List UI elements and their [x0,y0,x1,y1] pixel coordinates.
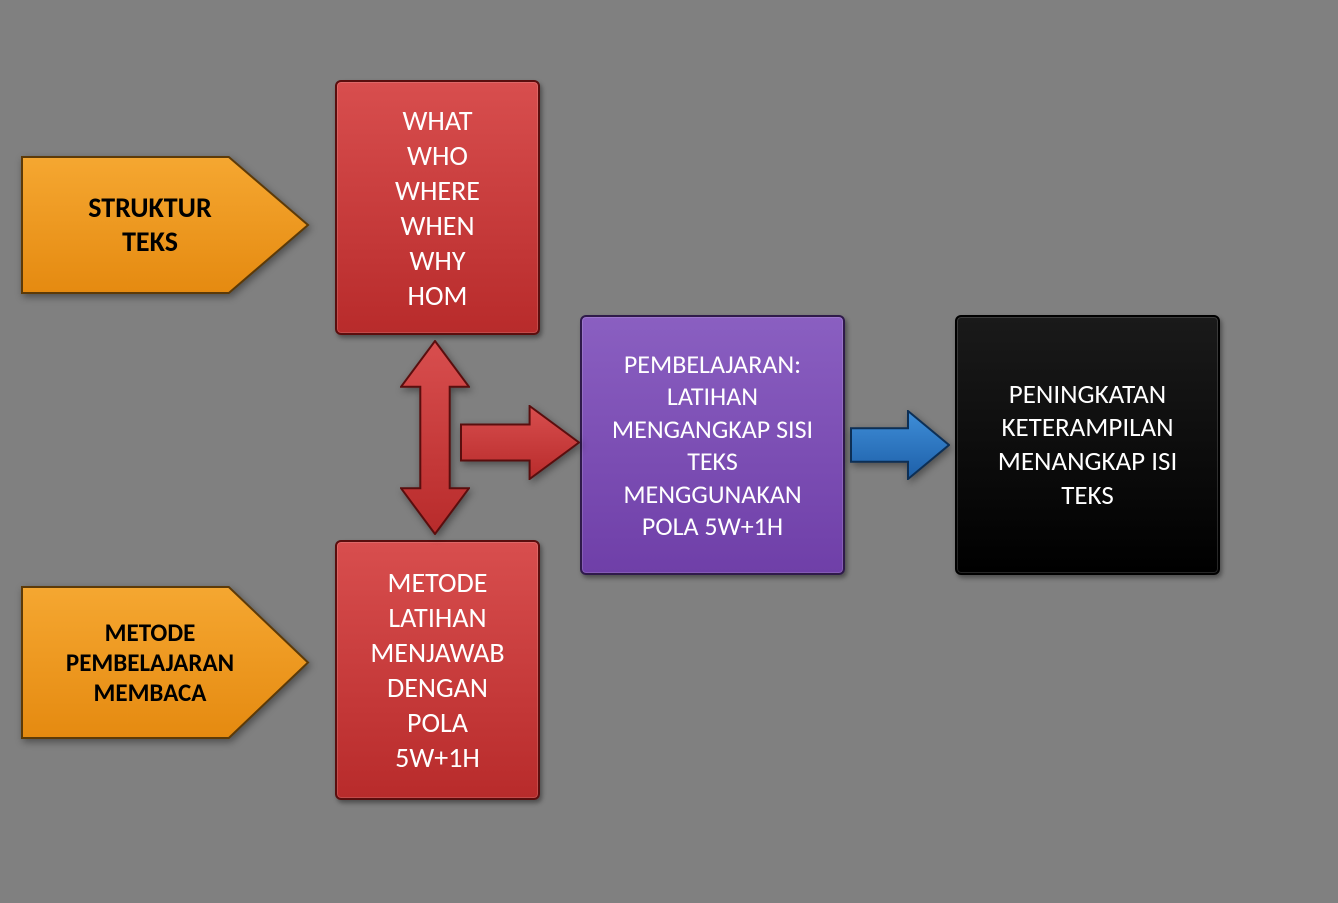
box-5w1h-list: WHAT WHO WHERE WHEN WHY HOM [335,80,540,335]
pentagon-struktur-teks: STRUKTUR TEKS [20,155,310,295]
box-pembelajaran: PEMBELAJARAN: LATIHAN MENGANGKAP SISI TE… [580,315,845,575]
box-peningkatan: PENINGKATAN KETERAMPILAN MENANGKAP ISI T… [955,315,1220,575]
box-5w1h-text: WHAT WHO WHERE WHEN WHY HOM [395,103,480,313]
arrow-right-blue-icon [850,410,950,480]
pentagon-metode-pembelajaran: METODE PEMBELAJARAN MEMBACA [20,585,310,740]
pentagon-label: STRUKTUR TEKS [20,155,310,295]
diagram-canvas: { "background_color": "#808080", "nodes"… [0,0,1338,903]
box-metode-latihan-text: METODE LATIHAN MENJAWAB DENGAN POLA 5W+1… [370,565,504,775]
arrow-right-red-icon [460,405,580,480]
box-pembelajaran-text: PEMBELAJARAN: LATIHAN MENGANGKAP SISI TE… [612,348,813,543]
pentagon-label: METODE PEMBELAJARAN MEMBACA [20,585,310,740]
box-peningkatan-text: PENINGKATAN KETERAMPILAN MENANGKAP ISI T… [998,378,1178,513]
box-metode-latihan: METODE LATIHAN MENJAWAB DENGAN POLA 5W+1… [335,540,540,800]
